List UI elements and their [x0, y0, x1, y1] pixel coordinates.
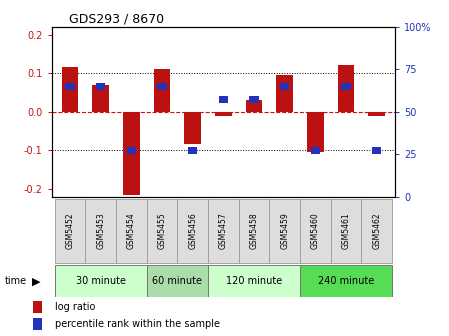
- Bar: [123, 112, 140, 195]
- Bar: [66, 83, 75, 90]
- Bar: [341, 83, 351, 90]
- Bar: [208, 199, 239, 263]
- Bar: [338, 66, 354, 112]
- Text: GDS293 / 8670: GDS293 / 8670: [69, 13, 164, 26]
- Text: log ratio: log ratio: [55, 302, 95, 312]
- Text: GSM5462: GSM5462: [372, 213, 381, 249]
- Text: GSM5459: GSM5459: [280, 213, 289, 249]
- Bar: [55, 265, 147, 297]
- Bar: [311, 147, 320, 154]
- Bar: [276, 75, 293, 112]
- Bar: [368, 112, 385, 116]
- Text: GSM5458: GSM5458: [250, 213, 259, 249]
- Bar: [246, 100, 263, 112]
- Bar: [92, 85, 109, 112]
- Text: GSM5452: GSM5452: [66, 213, 75, 249]
- Bar: [184, 112, 201, 144]
- Text: GSM5457: GSM5457: [219, 213, 228, 249]
- Bar: [154, 69, 171, 112]
- Bar: [158, 83, 167, 90]
- Bar: [300, 199, 331, 263]
- Bar: [188, 147, 197, 154]
- Bar: [116, 199, 147, 263]
- Bar: [208, 265, 300, 297]
- Bar: [219, 96, 228, 103]
- Text: 30 minute: 30 minute: [76, 277, 126, 286]
- Bar: [280, 83, 289, 90]
- Bar: [62, 68, 79, 112]
- Bar: [372, 147, 381, 154]
- Text: GSM5453: GSM5453: [96, 213, 105, 249]
- Bar: [85, 199, 116, 263]
- Bar: [361, 199, 392, 263]
- Bar: [269, 199, 300, 263]
- Bar: [127, 147, 136, 154]
- Text: GSM5455: GSM5455: [158, 213, 167, 249]
- Bar: [147, 265, 208, 297]
- Text: 60 minute: 60 minute: [152, 277, 202, 286]
- Bar: [177, 199, 208, 263]
- Bar: [96, 83, 106, 90]
- Bar: [215, 112, 232, 116]
- Text: GSM5461: GSM5461: [342, 213, 351, 249]
- Bar: [250, 96, 259, 103]
- Text: ▶: ▶: [32, 277, 41, 286]
- Text: GSM5460: GSM5460: [311, 213, 320, 249]
- Text: percentile rank within the sample: percentile rank within the sample: [55, 319, 220, 329]
- Text: GSM5454: GSM5454: [127, 213, 136, 249]
- Text: time: time: [4, 277, 26, 286]
- Text: 120 minute: 120 minute: [226, 277, 282, 286]
- Text: 240 minute: 240 minute: [318, 277, 374, 286]
- Text: GSM5456: GSM5456: [188, 213, 197, 249]
- Bar: [33, 301, 42, 313]
- Bar: [331, 199, 361, 263]
- Bar: [147, 199, 177, 263]
- Bar: [300, 265, 392, 297]
- Bar: [307, 112, 324, 152]
- Bar: [55, 199, 85, 263]
- Bar: [239, 199, 269, 263]
- Bar: [33, 318, 42, 330]
